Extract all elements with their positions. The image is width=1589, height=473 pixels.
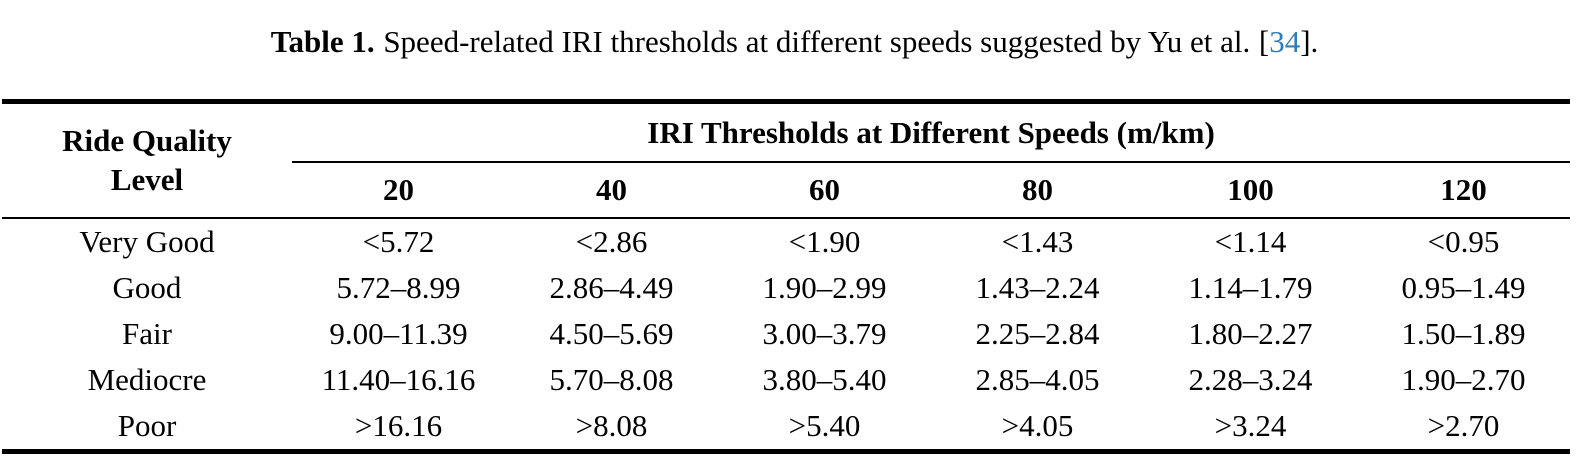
table-row: Fair 9.00–11.39 4.50–5.69 3.00–3.79 2.25–2.8… (2, 311, 1570, 357)
speed-column-header: 60 (718, 162, 931, 219)
ride-quality-level-cell: Mediocre (87, 362, 207, 397)
threshold-value-cell: <1.90 (788, 224, 861, 259)
threshold-value-cell: 1.90–2.99 (762, 270, 887, 305)
threshold-value-cell: <1.43 (1001, 224, 1074, 259)
threshold-value-cell: 0.95–1.49 (1401, 270, 1526, 305)
threshold-value-cell: 3.00–3.79 (762, 316, 887, 351)
table-body: Very Good <5.72 <2.86 <1.90 <1.43 <1.14 <0.95 G… (2, 218, 1570, 452)
speed-column-header: 80 (931, 162, 1144, 219)
column-header-ride-quality-level: Ride Quality Level (2, 101, 292, 219)
citation-bracket-open: [ (1258, 24, 1270, 59)
caption-text: Speed-related IRI thresholds at differen… (383, 24, 1251, 59)
threshold-value-cell: 1.80–2.27 (1188, 316, 1313, 351)
threshold-value-cell: 11.40–16.16 (321, 362, 476, 397)
table-row: Good 5.72–8.99 2.86–4.49 1.90–2.99 1.43–2.24… (2, 265, 1570, 311)
threshold-value-cell: <1.14 (1214, 224, 1287, 259)
threshold-value-cell: >5.40 (788, 408, 861, 443)
page: Table 1. Speed-related IRI thresholds at … (0, 0, 1589, 454)
citation-bracket-close: ]. (1300, 24, 1319, 59)
threshold-value-cell: <0.95 (1427, 224, 1500, 259)
threshold-value-cell: <2.86 (575, 224, 648, 259)
iri-thresholds-table: Ride Quality Level IRI Thresholds at Dif… (2, 99, 1571, 454)
threshold-value-cell: >16.16 (354, 408, 443, 443)
threshold-value-cell: >8.08 (575, 408, 648, 443)
threshold-value-cell: 1.50–1.89 (1401, 316, 1526, 351)
table-row: Very Good <5.72 <2.86 <1.90 <1.43 <1.14 <0.95 (2, 218, 1570, 265)
ride-quality-level-cell: Good (112, 270, 182, 305)
table-row: Mediocre 11.40–16.16 5.70–8.08 3.80–5.40 2.8… (2, 357, 1570, 403)
speed-column-header: 120 (1357, 162, 1571, 219)
caption-label: Table 1. (270, 24, 375, 59)
table-caption: Table 1. Speed-related IRI thresholds at … (0, 0, 1589, 62)
threshold-value-cell: 2.28–3.24 (1188, 362, 1313, 397)
group-header-row: Ride Quality Level IRI Thresholds at Dif… (2, 101, 1571, 219)
threshold-value-cell: 2.85–4.05 (975, 362, 1100, 397)
speed-header-row: 20 40 60 80 100 120 (2, 162, 1571, 219)
ride-quality-level-label: Ride Quality Level (62, 122, 232, 197)
threshold-value-cell: 2.25–2.84 (975, 316, 1100, 351)
threshold-value-cell: 5.70–8.08 (549, 362, 674, 397)
threshold-value-cell: 3.80–5.40 (762, 362, 887, 397)
threshold-value-cell: >2.70 (1427, 408, 1500, 443)
threshold-value-cell: >4.05 (1001, 408, 1074, 443)
citation-link[interactable]: 34 (1269, 24, 1301, 59)
threshold-value-cell: 9.00–11.39 (329, 316, 468, 351)
ride-quality-level-cell: Fair (122, 316, 172, 351)
table-row: Poor >16.16 >8.08 >5.40 >4.05 >3.24 >2.70 (2, 403, 1570, 452)
column-group-header: IRI Thresholds at Different Speeds (m/km… (292, 101, 1571, 163)
speed-column-header: 40 (505, 162, 718, 219)
threshold-value-cell: 1.90–2.70 (1401, 362, 1526, 397)
threshold-value-cell: 1.43–2.24 (975, 270, 1100, 305)
threshold-value-cell: 1.14–1.79 (1188, 270, 1313, 305)
threshold-value-cell: >3.24 (1214, 408, 1287, 443)
threshold-value-cell: 4.50–5.69 (549, 316, 674, 351)
ride-quality-level-cell: Poor (117, 408, 177, 443)
threshold-value-cell: 2.86–4.49 (549, 270, 674, 305)
ride-quality-level-cell: Very Good (79, 224, 215, 259)
speed-column-header: 20 (292, 162, 505, 219)
threshold-value-cell: <5.72 (362, 224, 435, 259)
threshold-value-cell: 5.72–8.99 (336, 270, 461, 305)
speed-column-header: 100 (1144, 162, 1357, 219)
